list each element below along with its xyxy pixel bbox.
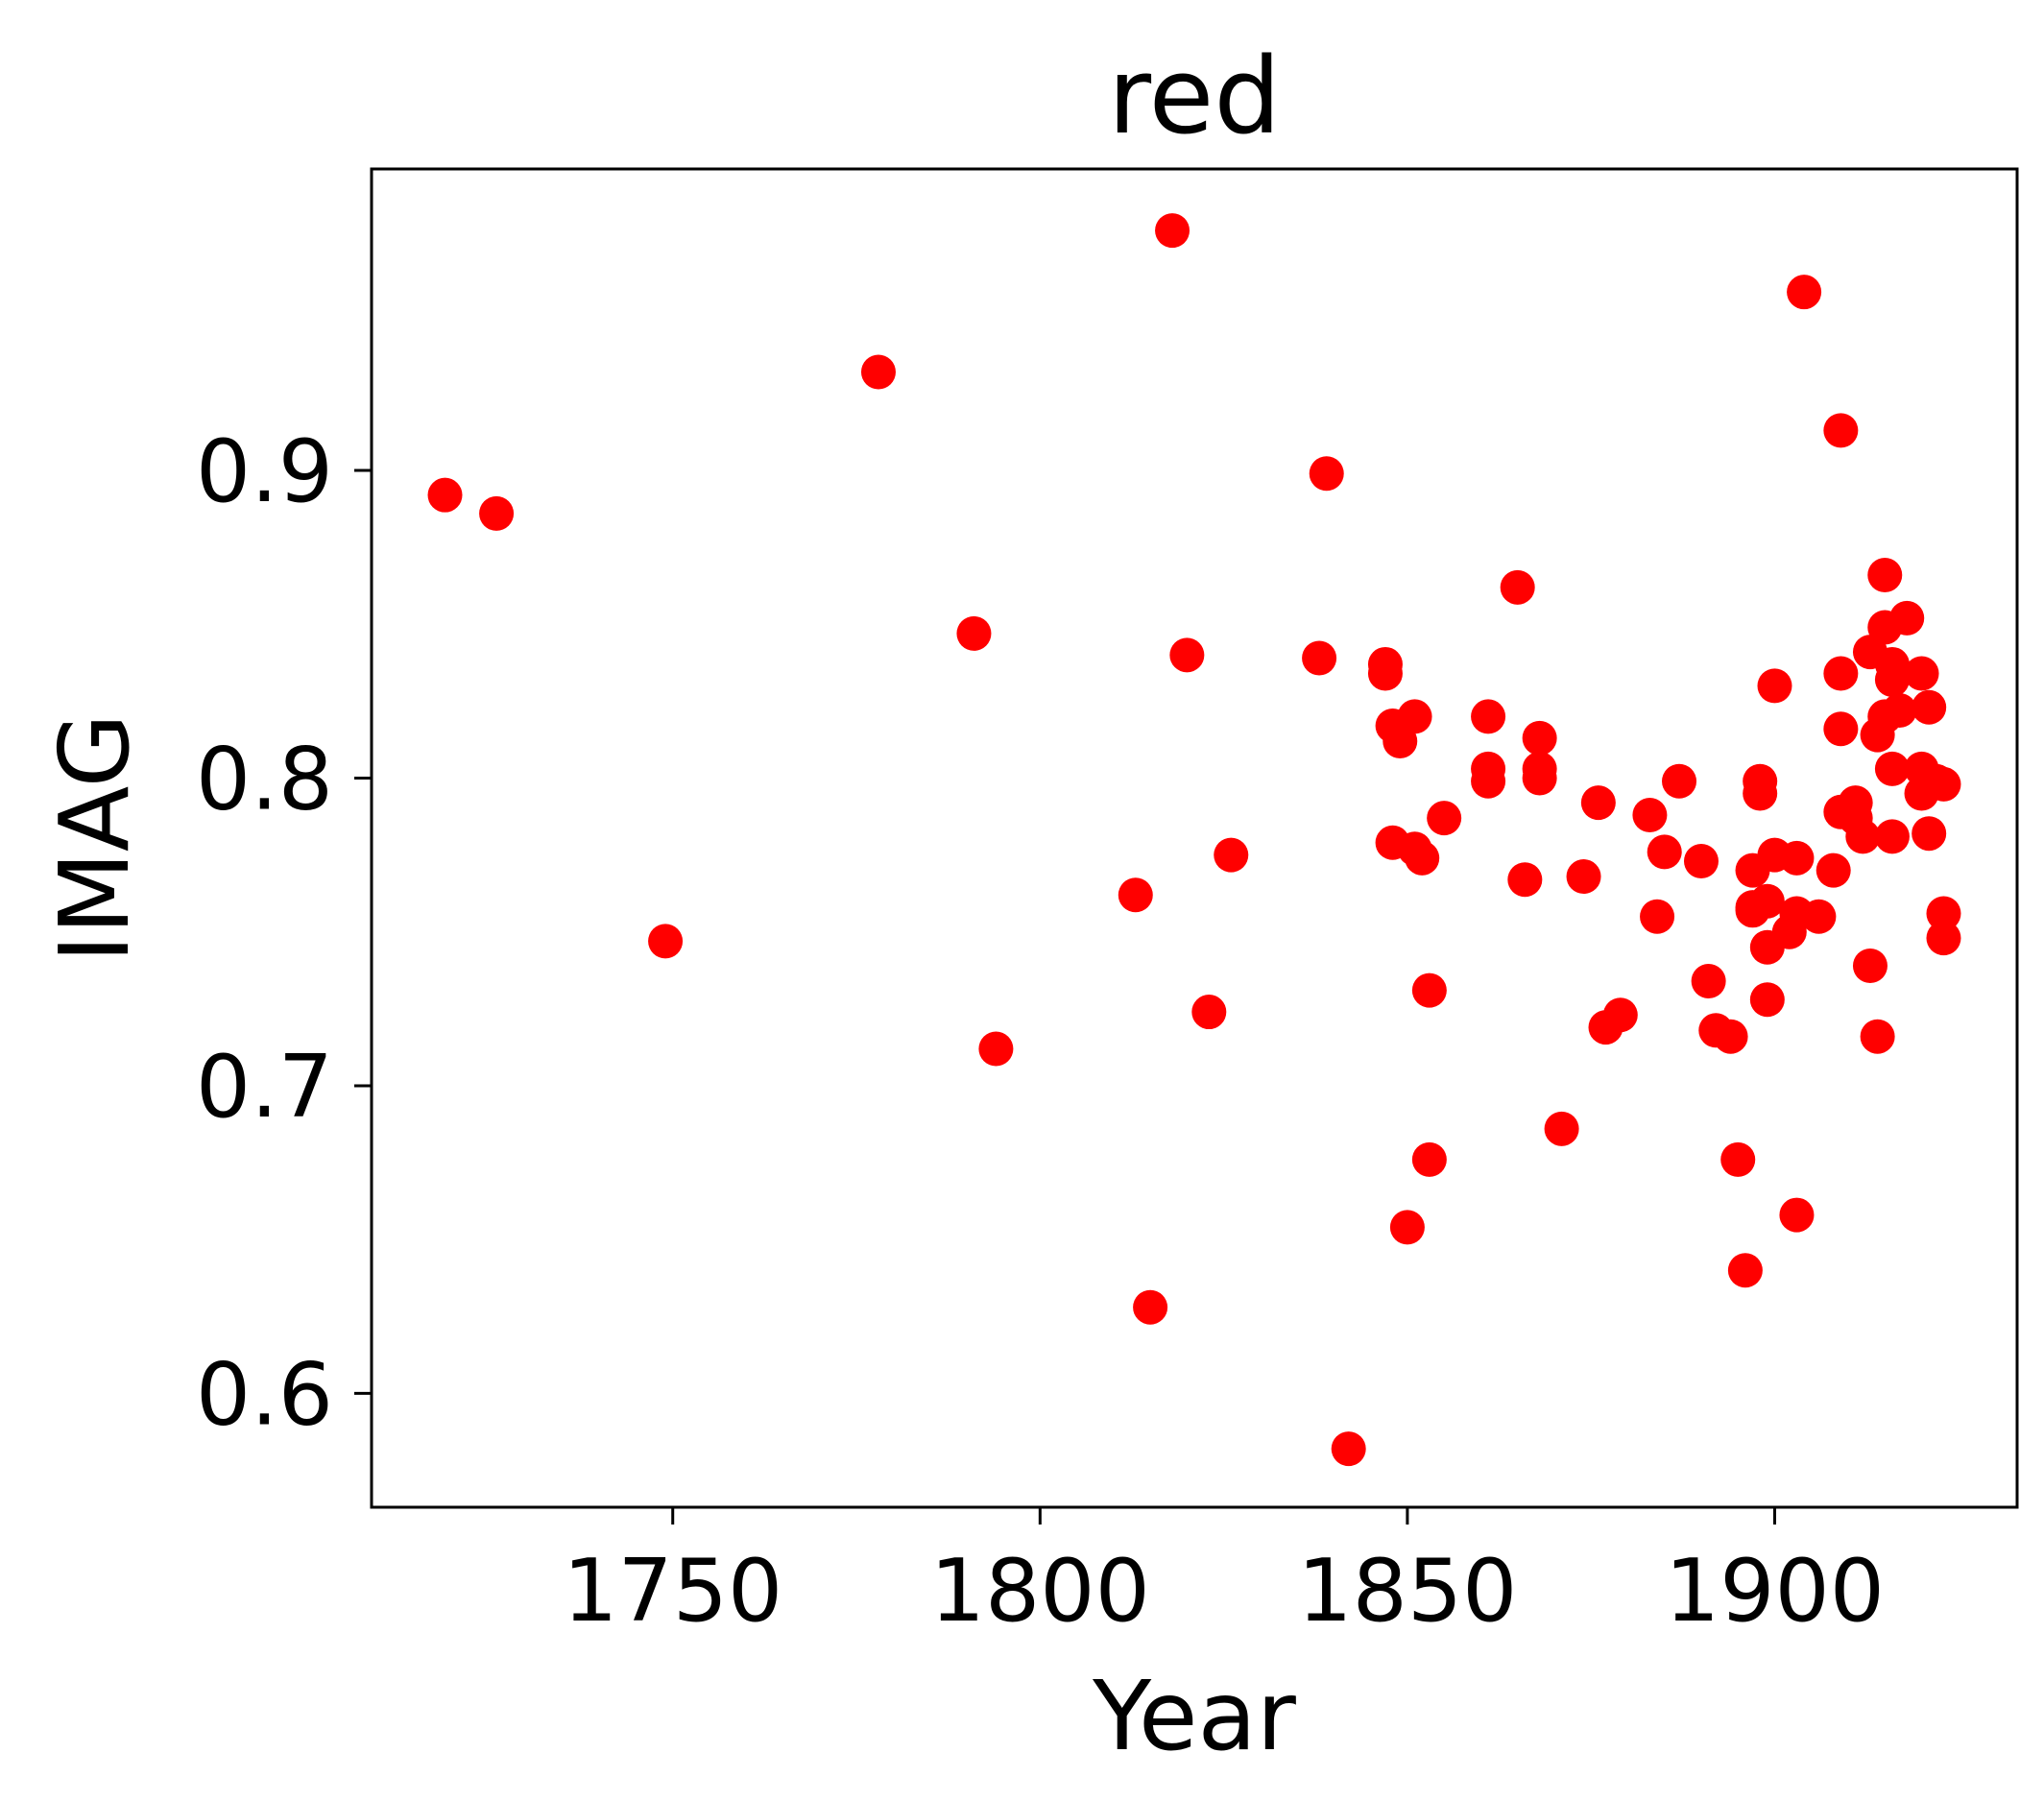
data-point [1727,1253,1763,1288]
data-point [1507,862,1543,898]
data-point [1926,896,1961,931]
data-point [978,1031,1014,1067]
data-point [1155,213,1190,249]
data-point [1214,837,1249,873]
data-point [1860,1019,1895,1054]
data-point [1889,600,1925,636]
data-point [1874,751,1910,786]
data-point [1852,948,1888,983]
data-point [1632,797,1668,832]
data-point [1647,834,1682,870]
y-tick-label: 0.8 [196,730,333,830]
y-tick-label: 0.6 [196,1344,333,1445]
data-point [1191,995,1227,1030]
data-point [1749,982,1785,1018]
data-point [1544,1111,1579,1146]
data-point [1302,640,1337,676]
data-point [1845,819,1881,854]
data-point [1926,766,1961,802]
data-point [1912,816,1947,852]
data-point [1912,689,1947,725]
data-point [1471,699,1506,734]
data-point [1602,997,1638,1033]
data-point [1801,899,1837,934]
data-point [1662,763,1697,799]
data-point [1882,693,1917,729]
data-point [1522,760,1557,796]
data-point [1691,964,1726,999]
x-tick-label: 1750 [563,1541,782,1642]
data-point [1816,852,1851,888]
data-point [1904,656,1939,691]
data-point [1779,840,1815,876]
data-point [1411,1141,1447,1177]
data-point [1823,711,1859,747]
x-tick-label: 1850 [1297,1541,1517,1642]
data-point [1874,661,1910,697]
data-point [1405,840,1440,876]
y-axis-label: IMAG [38,713,151,963]
data-point [427,477,463,513]
data-point [1397,699,1432,734]
data-point [1522,720,1557,756]
data-point [1713,1019,1748,1054]
data-point [1743,776,1778,811]
data-point [1118,877,1153,913]
data-point [1867,558,1903,593]
data-point [1720,1141,1756,1177]
y-tick-label: 0.7 [196,1037,333,1138]
x-axis-label: Year [1092,1660,1297,1772]
data-point [860,354,896,390]
data-point [1133,1289,1168,1325]
data-point [1757,668,1792,704]
x-tick-label: 1900 [1665,1541,1885,1642]
data-point [1309,456,1344,492]
plot-frame [370,167,2019,1509]
data-point [1787,275,1822,310]
data-point [1749,883,1785,919]
data-point [1331,1431,1366,1467]
data-point [1471,763,1506,799]
data-point [1427,801,1462,836]
data-points [427,213,1961,1467]
data-point [1500,569,1535,605]
data-point [479,495,515,531]
data-point [1389,1210,1425,1245]
x-tick-label: 1800 [930,1541,1150,1642]
data-point [1367,656,1403,691]
data-point [1823,656,1859,691]
axis-ticks: 1750 1800 1850 1900 0.6 0.7 0.8 0.9 [196,421,1885,1642]
data-point [648,924,684,959]
data-point [1169,637,1205,673]
data-point [1411,973,1447,1008]
data-point [1580,785,1616,821]
data-point [1566,859,1601,895]
data-point [1926,921,1961,956]
data-point [1779,1197,1815,1233]
chart-title: red [1108,35,1281,157]
data-point [1640,899,1675,934]
data-point [1874,819,1910,854]
data-point [1823,413,1859,448]
data-point [1683,844,1719,879]
y-tick-label: 0.9 [196,421,333,522]
data-point [956,615,992,651]
